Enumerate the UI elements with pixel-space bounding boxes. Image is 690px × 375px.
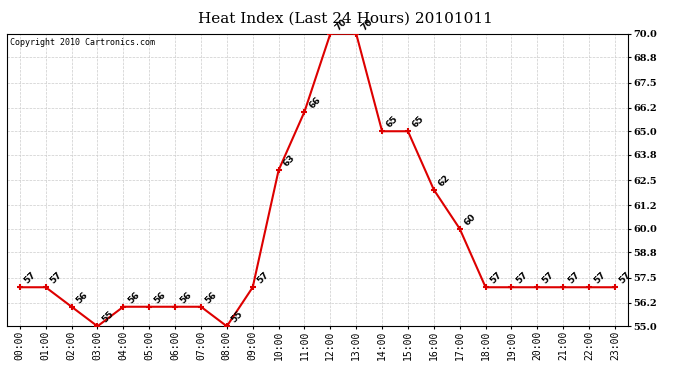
Text: 56: 56 (152, 290, 167, 305)
Text: 57: 57 (540, 271, 555, 286)
Text: 57: 57 (566, 271, 581, 286)
Text: 62: 62 (437, 173, 452, 188)
Text: 65: 65 (411, 115, 426, 130)
Text: 57: 57 (592, 271, 607, 286)
Text: 55: 55 (230, 310, 245, 325)
Text: 56: 56 (204, 290, 219, 305)
Text: 56: 56 (178, 290, 193, 305)
Text: 70: 70 (333, 17, 348, 32)
Text: 57: 57 (48, 271, 63, 286)
Text: 70: 70 (359, 17, 374, 32)
Text: 60: 60 (462, 212, 477, 227)
Text: 57: 57 (23, 271, 38, 286)
Text: 56: 56 (75, 290, 90, 305)
Text: 56: 56 (126, 290, 141, 305)
Text: 57: 57 (514, 271, 529, 286)
Text: 63: 63 (282, 154, 297, 169)
Text: 57: 57 (618, 271, 633, 286)
Text: 57: 57 (255, 271, 270, 286)
Text: 65: 65 (385, 115, 400, 130)
Text: 57: 57 (489, 271, 504, 286)
Text: 66: 66 (307, 95, 322, 110)
Text: 55: 55 (100, 310, 115, 325)
Text: Heat Index (Last 24 Hours) 20101011: Heat Index (Last 24 Hours) 20101011 (197, 11, 493, 25)
Text: Copyright 2010 Cartronics.com: Copyright 2010 Cartronics.com (10, 38, 155, 47)
